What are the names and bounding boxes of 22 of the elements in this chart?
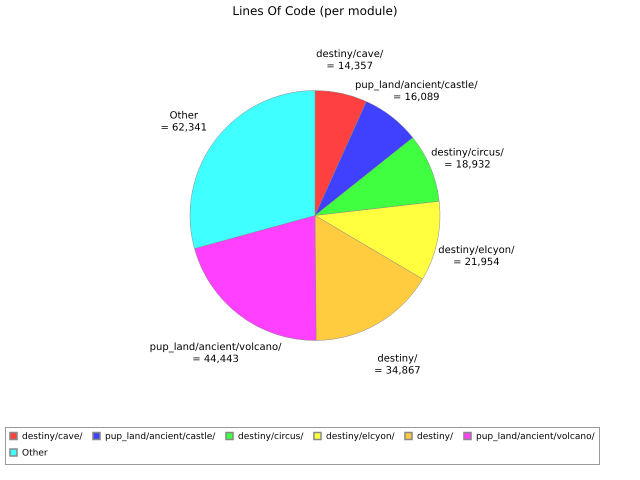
legend-label: destiny/cave/ [22, 432, 84, 442]
slice-label: destiny/ [377, 353, 418, 364]
legend-label: pup_land/ancient/castle/ [105, 432, 216, 442]
slice-label: destiny/elcyon/ [438, 244, 516, 256]
legend-label: destiny/ [417, 432, 454, 442]
data-label: = 16,089 [392, 92, 440, 104]
data-label: = 18,932 [444, 159, 491, 170]
legend-label: pup_land/ancient/volcano/ [476, 432, 596, 442]
slice-label: Other [170, 110, 199, 122]
data-label: = 34,867 [374, 365, 421, 376]
chart-title: Lines Of Code (per module) [232, 4, 398, 18]
data-label: = 21,954 [453, 256, 500, 268]
legend-label: destiny/elcyon/ [326, 432, 396, 442]
slice-label: destiny/cave/ [316, 49, 384, 60]
data-label: = 62,341 [160, 122, 208, 134]
data-label: = 14,357 [326, 61, 373, 72]
slice-label: pup_land/ancient/castle/ [354, 80, 478, 92]
slice-label: destiny/circus/ [431, 147, 504, 158]
legend-label: destiny/circus/ [238, 432, 304, 442]
legend-label: Other [22, 448, 48, 458]
slice-label: pup_land/ancient/volcano/ [150, 342, 282, 354]
data-label: = 44,443 [192, 354, 239, 366]
